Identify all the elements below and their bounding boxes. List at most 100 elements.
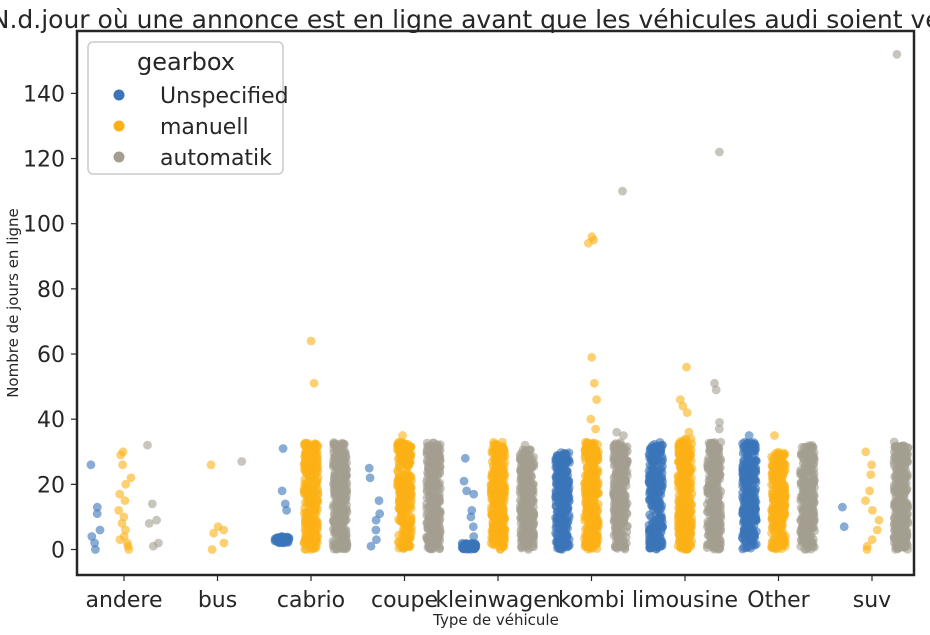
data-point	[892, 522, 901, 532]
y-axis-label: Nombre de jours en ligne	[4, 208, 22, 398]
data-point	[806, 461, 816, 471]
data-point	[468, 522, 478, 532]
data-point	[521, 453, 531, 463]
data-point	[770, 543, 780, 553]
data-point	[561, 506, 570, 515]
data-point	[580, 453, 590, 462]
data-point	[303, 512, 312, 521]
legend: gearbox Unspecified manuell automatik	[87, 41, 289, 175]
x-axis-label: Type de véhicule	[432, 611, 559, 629]
data-point	[706, 459, 715, 469]
data-point	[797, 442, 807, 452]
data-point	[655, 512, 665, 521]
data-point	[889, 437, 899, 447]
data-point	[280, 536, 289, 546]
x-tick-label: Other	[747, 588, 810, 613]
data-point	[303, 491, 312, 501]
data-point	[703, 539, 713, 549]
y-tick-label: 0	[51, 539, 65, 564]
data-point	[405, 451, 415, 461]
data-point	[487, 486, 497, 495]
data-point	[619, 431, 628, 440]
data-point	[612, 503, 621, 512]
data-point	[894, 536, 904, 546]
data-point	[488, 444, 498, 454]
data-point	[868, 506, 877, 515]
data-point	[560, 528, 570, 538]
legend-title: gearbox	[137, 48, 235, 76]
data-point	[304, 464, 314, 473]
data-point	[462, 486, 471, 496]
data-point	[797, 494, 807, 504]
x-tick-label: suv	[853, 588, 891, 613]
data-point	[278, 444, 288, 453]
data-point	[313, 441, 323, 450]
data-point	[776, 511, 786, 521]
data-point	[590, 510, 600, 520]
data-point	[612, 452, 622, 462]
data-point	[656, 518, 665, 528]
data-point	[901, 499, 911, 508]
data-point	[647, 531, 657, 541]
data-point	[120, 496, 130, 505]
data-point	[902, 448, 912, 458]
data-point	[612, 440, 621, 449]
x-tick-label: andere	[85, 588, 162, 613]
data-point	[500, 470, 510, 479]
data-point	[147, 499, 157, 509]
data-point	[398, 506, 408, 516]
data-point	[338, 439, 348, 449]
data-point	[553, 506, 563, 516]
data-point	[520, 440, 530, 450]
data-point	[714, 514, 723, 523]
data-point	[115, 535, 125, 545]
data-point	[674, 448, 684, 457]
data-point	[618, 485, 628, 495]
data-point	[330, 439, 340, 449]
data-point	[559, 499, 569, 509]
data-point	[676, 463, 685, 473]
data-point	[682, 447, 692, 456]
legend-label: manuell	[160, 115, 249, 140]
data-point	[469, 532, 479, 541]
data-point	[116, 450, 126, 460]
data-point	[310, 506, 320, 516]
data-point	[685, 496, 694, 506]
data-point	[422, 499, 431, 509]
data-point	[715, 147, 724, 157]
data-point	[682, 362, 691, 372]
x-tick-label: limousine	[632, 588, 738, 613]
data-point	[648, 445, 657, 455]
data-point	[892, 481, 902, 491]
data-point	[709, 481, 718, 491]
data-point	[207, 545, 217, 554]
data-point	[742, 523, 752, 533]
series-manuell	[114, 232, 884, 554]
data-point	[713, 443, 723, 453]
data-point	[342, 464, 351, 474]
legend-label: Unspecified	[160, 84, 289, 109]
data-point	[559, 516, 569, 526]
data-point	[809, 498, 819, 507]
data-point	[902, 530, 911, 540]
data-point	[713, 458, 723, 468]
data-point	[622, 467, 632, 476]
data-point	[647, 543, 656, 553]
data-point	[336, 532, 346, 542]
data-point	[562, 488, 571, 497]
data-point	[366, 541, 376, 551]
data-point	[618, 186, 627, 196]
data-point	[592, 395, 601, 404]
data-point	[498, 512, 507, 522]
data-point	[466, 512, 476, 522]
data-point	[522, 520, 531, 530]
data-point	[490, 454, 499, 464]
data-point	[435, 544, 444, 553]
data-point	[838, 502, 847, 512]
x-tick-label: coupe	[371, 588, 438, 613]
data-point	[405, 493, 414, 503]
data-point	[609, 485, 619, 494]
data-point	[311, 498, 321, 508]
data-point	[339, 517, 348, 526]
